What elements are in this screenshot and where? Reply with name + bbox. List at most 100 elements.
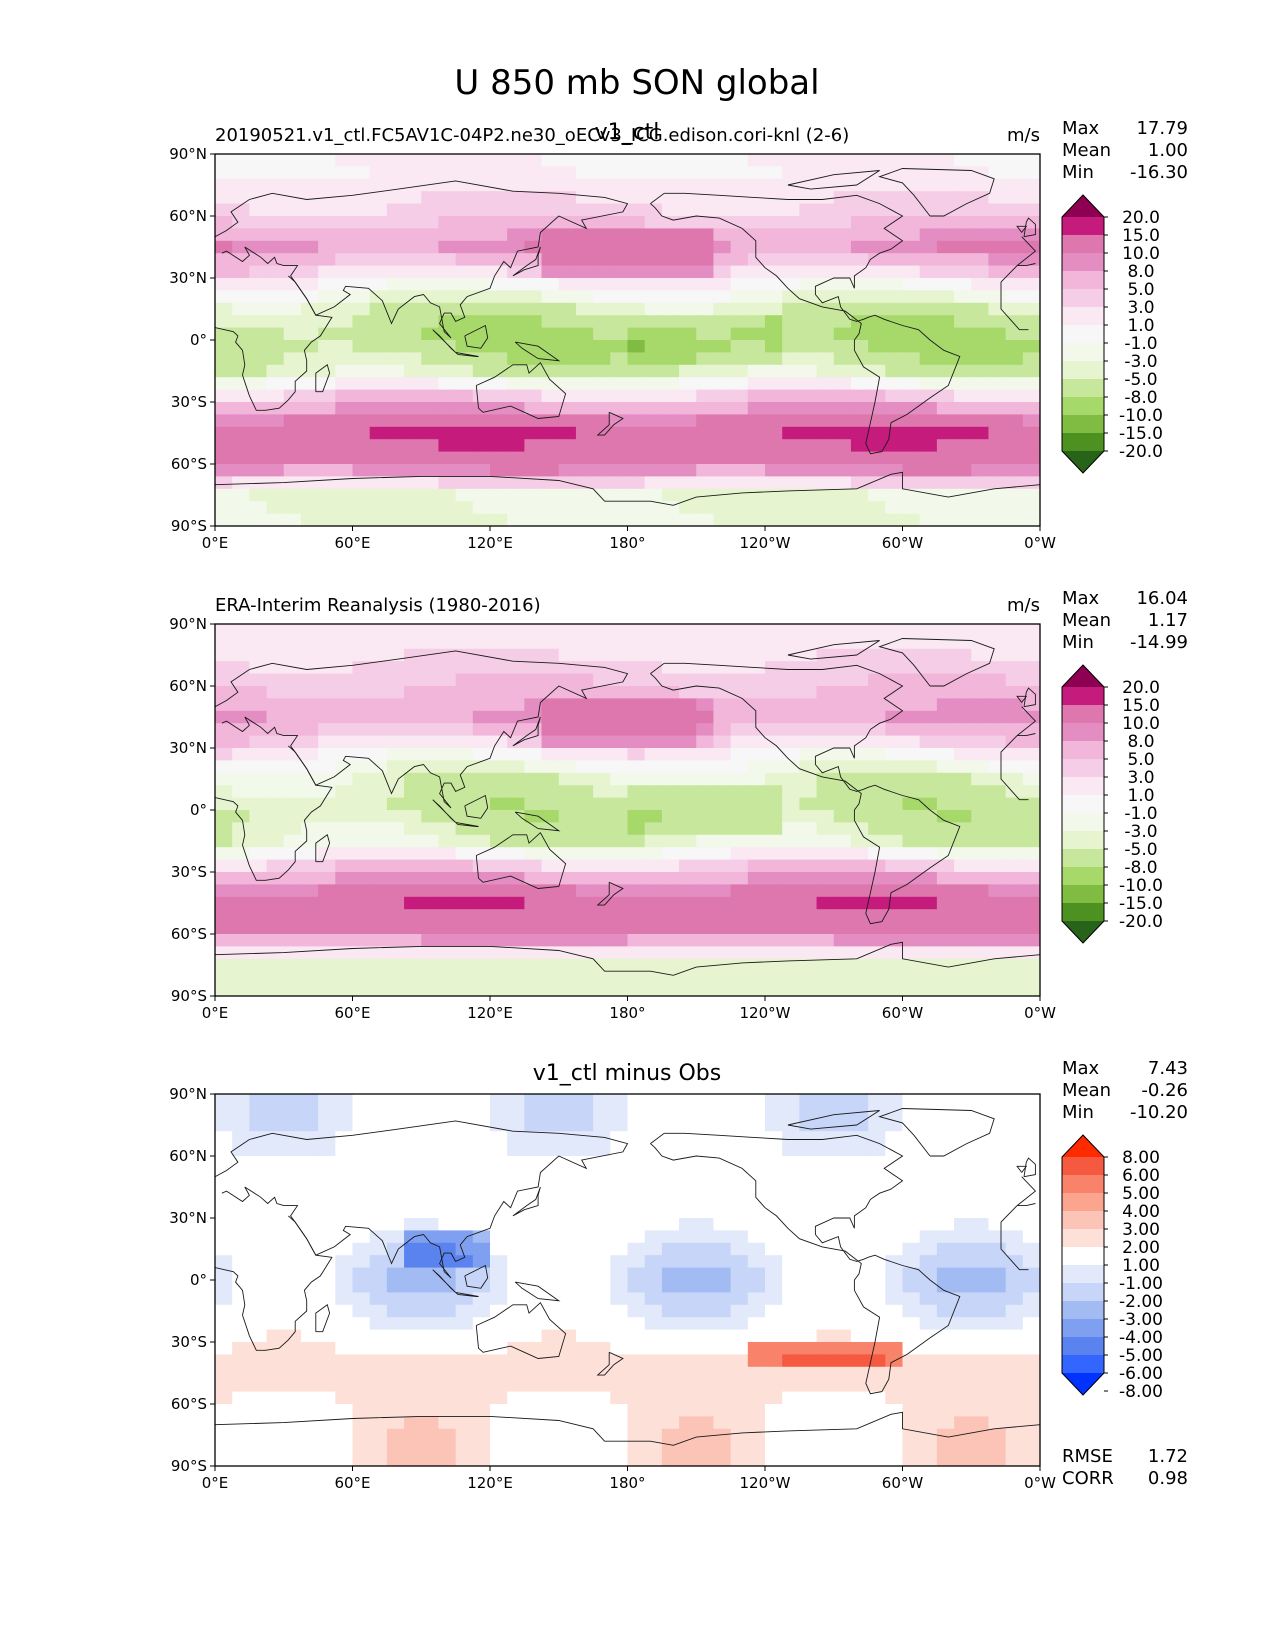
field-cell xyxy=(971,946,990,960)
field-cell xyxy=(455,166,474,180)
field-cell xyxy=(902,1218,921,1231)
field-cell xyxy=(558,327,577,341)
field-cell xyxy=(902,1230,921,1244)
field-cell xyxy=(885,290,904,304)
field-cell xyxy=(266,364,285,378)
field-cell xyxy=(524,797,543,811)
field-cell xyxy=(1022,476,1040,490)
field-cell xyxy=(232,315,250,329)
field-cell xyxy=(232,1205,250,1219)
field-cell xyxy=(799,1267,818,1281)
field-cell xyxy=(507,240,525,254)
field-cell xyxy=(988,884,1007,898)
field-cell xyxy=(215,1218,233,1231)
field-cell xyxy=(352,1404,371,1417)
field-cell xyxy=(782,785,800,799)
field-cell xyxy=(300,439,319,453)
field-cell xyxy=(524,290,543,304)
colorbar-tick-label: 5.00 xyxy=(1122,1184,1160,1204)
field-cell xyxy=(919,1168,938,1182)
field-cell xyxy=(988,1329,1007,1343)
field-cell xyxy=(352,1317,371,1331)
field-cell xyxy=(575,847,594,861)
field-cell xyxy=(421,698,440,712)
y-tick-label: 60°S xyxy=(171,455,207,473)
field-cell xyxy=(713,624,732,637)
field-cell xyxy=(335,772,354,786)
field-cell xyxy=(232,228,250,242)
field-cell xyxy=(902,810,921,823)
field-cell xyxy=(524,265,543,279)
field-cell xyxy=(593,389,611,403)
field-cell xyxy=(421,748,440,761)
field-cell xyxy=(352,946,371,960)
field-cell xyxy=(283,1441,302,1455)
field-cell xyxy=(782,1391,800,1405)
field-cell xyxy=(232,402,250,415)
field-cell xyxy=(713,315,732,329)
field-cell xyxy=(369,451,388,465)
field-cell xyxy=(369,648,388,662)
field-cell xyxy=(747,253,766,267)
field-cell xyxy=(679,364,697,378)
field-cell xyxy=(696,958,715,972)
field-cell xyxy=(318,1391,336,1405)
field-cell xyxy=(1022,278,1040,291)
field-cell xyxy=(679,1180,697,1194)
field-cell xyxy=(765,290,783,304)
field-cell xyxy=(696,1118,715,1132)
field-cell xyxy=(352,859,371,873)
panel-model-axes: 0°E 60°E 120°E 180° 120°W 60°W 0°W90°N60°N30°N… xyxy=(169,145,1056,552)
field-cell xyxy=(782,636,800,650)
field-cell xyxy=(919,1131,938,1145)
field-cell xyxy=(472,315,491,329)
field-cell xyxy=(644,1428,663,1442)
field-cell xyxy=(730,983,749,996)
field-cell xyxy=(730,1193,749,1207)
field-cell xyxy=(747,154,766,167)
field-cell xyxy=(386,1255,405,1269)
field-cell xyxy=(644,402,663,415)
field-cell xyxy=(369,340,388,353)
field-cell xyxy=(541,909,560,923)
field-cell xyxy=(524,414,543,428)
field-cell xyxy=(335,1428,354,1442)
field-cell xyxy=(782,1304,800,1318)
field-cell xyxy=(696,624,715,637)
field-cell xyxy=(490,1242,508,1256)
field-cell xyxy=(850,439,869,453)
field-cell xyxy=(747,946,766,960)
field-cell xyxy=(335,1143,354,1157)
field-cell xyxy=(404,1168,422,1182)
field-cell xyxy=(971,735,990,749)
field-cell xyxy=(747,1304,766,1318)
field-cell xyxy=(438,884,457,898)
field-cell xyxy=(765,748,783,761)
field-cell xyxy=(369,921,388,935)
field-cell xyxy=(610,1255,629,1269)
field-cell xyxy=(713,1391,732,1405)
field-cell xyxy=(232,723,250,737)
field-cell xyxy=(369,278,388,291)
stat-max-value: 7.43 xyxy=(1148,1058,1188,1079)
field-cell xyxy=(696,1205,715,1219)
coastlines xyxy=(215,168,1040,506)
field-cell xyxy=(404,710,422,724)
field-cell xyxy=(816,698,835,712)
field-cell xyxy=(661,661,680,675)
field-cell xyxy=(575,909,594,923)
field-cell xyxy=(300,710,319,724)
field-cell xyxy=(1005,253,1024,267)
field-cell xyxy=(816,884,835,898)
field-cell xyxy=(919,834,938,848)
field-cell xyxy=(765,340,783,353)
field-cell xyxy=(404,1205,422,1219)
field-cell xyxy=(627,797,646,811)
y-tick-label: 60°S xyxy=(171,1395,207,1413)
field-cell xyxy=(558,1267,577,1281)
field-cell xyxy=(232,648,250,662)
field-cell xyxy=(713,698,732,712)
field-cell xyxy=(455,178,474,192)
colorbar-tick-label: -5.00 xyxy=(1119,1346,1163,1366)
field-cell xyxy=(249,488,268,502)
